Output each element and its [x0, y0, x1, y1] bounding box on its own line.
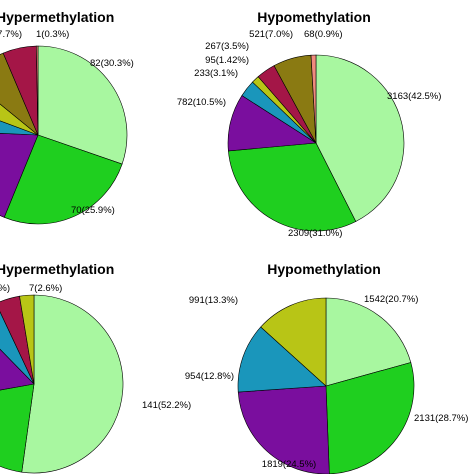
slice-data-label: 1542(20.7%) [364, 294, 418, 305]
chart-title: Hypomethylation [267, 261, 381, 277]
pie-panel-top-left: Hypermethylation 82(30.3%) 70(25.9%) 7.7%)… [0, 9, 134, 225]
slice-data-label: 782(10.5%) [177, 97, 226, 108]
slice-data-label: 521(7.0%) [249, 29, 293, 40]
slice-data-label: 7(2.6%) [29, 283, 62, 294]
slice-data-label: 1819(24.5%) [262, 459, 316, 470]
pie-slice [325, 362, 415, 474]
pie-panel-bottom-right: Hypomethylation 1542(20.7%) 2131(28.7%) 18… [185, 261, 468, 474]
slice-data-label: 2309(31.0%) [288, 228, 342, 239]
pie-slice [237, 385, 330, 474]
pie-chart: 3163(42.5%) 2309(31.0%) 782(10.5%) 233(3.1%… [177, 29, 442, 239]
pie-slice [325, 297, 412, 387]
pie-slice [37, 45, 128, 165]
pie-slice [310, 54, 317, 144]
pie-chart: 141(52.2%)%) 7(2.6%) [0, 283, 191, 474]
slice-data-label: %) [0, 283, 10, 294]
pie-slice [19, 294, 35, 385]
chart-title: Hypermethylation [0, 261, 114, 277]
pie-slice [0, 383, 35, 473]
slice-data-label: 95(1.42%) [205, 55, 249, 66]
chart-title: Hypermethylation [0, 9, 114, 25]
chart-title: Hypomethylation [257, 9, 371, 25]
slice-data-label: 82(30.3%) [90, 58, 134, 69]
pie-slice [237, 326, 327, 393]
pie-slice [0, 133, 39, 218]
pie-slice [3, 134, 123, 225]
pie-slice [315, 54, 405, 222]
pie-slice [260, 297, 327, 387]
slice-data-label: 991(13.3%) [189, 295, 238, 306]
slice-data-label: 70(25.9%) [71, 205, 115, 216]
pie-slice [36, 45, 39, 136]
slice-data-label: 2131(28.7%) [414, 413, 468, 424]
slice-data-label: 1(0.3%) [36, 29, 69, 40]
slice-data-label: 68(0.9%) [304, 29, 343, 40]
pie-chart: 1542(20.7%) 2131(28.7%) 1819(24.5%) 954(12.… [185, 294, 468, 474]
slice-data-label: 954(12.8%) [185, 371, 234, 382]
slice-data-label: 233(3.1%) [194, 68, 238, 79]
slice-data-label: 267(3.5%) [205, 41, 249, 52]
pie-panel-bottom-left: Hypermethylation 141(52.2%)%) 7(2.6%) [0, 261, 191, 474]
pie-slice [21, 294, 124, 474]
pie-slice [0, 348, 35, 391]
pie-slice [228, 142, 357, 232]
slice-data-label: 7.7%) [0, 29, 22, 40]
pie-panel-top-right: Hypomethylation 3163(42.5%) 2309(31.0%) 78… [177, 9, 442, 239]
slice-data-label: 3163(42.5%) [387, 91, 441, 102]
pie-chart: 82(30.3%) 70(25.9%) 7.7%) 1(0.3%) [0, 29, 134, 225]
slice-data-label: 141(52.2%) [142, 400, 191, 411]
